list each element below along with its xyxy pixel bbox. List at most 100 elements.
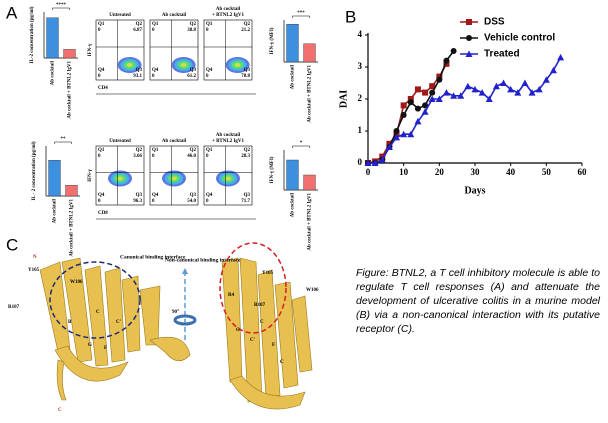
marker	[407, 99, 414, 106]
marker	[429, 89, 436, 96]
rotation-label: 90°	[172, 310, 179, 315]
significance-bracket	[52, 7, 70, 10]
category-label: Ab cocktail + BTNL2 IgV1	[70, 199, 75, 257]
marker	[414, 117, 422, 125]
y-axis-label: IFN-γ (MFI)	[270, 156, 275, 183]
quadrant-value: 46.0	[187, 154, 196, 159]
marker	[466, 19, 472, 25]
marker	[364, 159, 372, 166]
flow-density	[225, 176, 231, 181]
x-tick-label: 60	[578, 167, 588, 177]
quadrant-name: Q4	[98, 193, 105, 198]
quadrant-name: Q4	[206, 193, 213, 198]
flow-y-label: IFN-γ	[88, 169, 93, 182]
quadrant-name: Q2	[190, 22, 197, 27]
quadrant-name: Q1	[98, 22, 105, 27]
protein-right	[221, 257, 313, 410]
bar	[65, 185, 78, 197]
quadrant-name: Q4	[152, 193, 159, 198]
quadrant-name: Q1	[206, 148, 213, 153]
marker	[407, 96, 414, 102]
category-label: Ab cocktail + BTNL2 IgV1	[308, 65, 313, 123]
marker	[443, 60, 450, 67]
category-label: Ab cocktail	[53, 198, 58, 223]
x-tick-label: 20	[435, 167, 445, 177]
bar	[63, 49, 76, 59]
y-tick-label: 2	[358, 93, 363, 103]
flow-density	[171, 176, 177, 181]
flow-density	[126, 63, 133, 67]
residue-label: R4	[228, 293, 235, 298]
x-tick-label: 0	[366, 167, 371, 177]
marker	[414, 86, 421, 93]
marker	[528, 89, 536, 96]
quadrant-name: Q1	[98, 148, 105, 153]
marker	[465, 50, 473, 57]
marker	[435, 95, 443, 102]
category-label: Ab cocktail + BTNL2 IgV1	[68, 61, 73, 119]
strand-label: F	[272, 343, 275, 348]
marker	[422, 102, 429, 109]
marker	[428, 95, 436, 102]
marker	[378, 156, 386, 163]
y-tick-label: 4	[358, 29, 363, 39]
quadrant-name: Q4	[152, 68, 159, 73]
strand-label: C	[260, 320, 264, 325]
strand-label: C'	[116, 320, 122, 325]
quadrant-value: 21.2	[241, 28, 250, 33]
marker	[535, 85, 543, 93]
quadrant-name: Q1	[206, 22, 213, 27]
strand-label: G	[88, 343, 92, 348]
marker	[393, 133, 401, 141]
flow-title: Ab cocktail	[162, 13, 187, 18]
flow-y-label: IFN-γ	[88, 43, 93, 56]
series-line	[368, 57, 562, 164]
marker	[514, 89, 522, 96]
marker	[393, 128, 400, 134]
flow-title: Untreated	[109, 13, 131, 18]
marker	[549, 66, 557, 74]
bar	[286, 24, 299, 63]
strand-label: B	[68, 320, 72, 325]
category-label: Ab cocktail	[51, 60, 56, 85]
flow-title: Ab cocktail	[162, 139, 187, 144]
x-axis-label: Days	[464, 185, 485, 196]
quadrant-value: 3.66	[133, 154, 142, 159]
residue-label: W106	[306, 288, 319, 293]
interface-label: Non-canonical binding interface	[165, 257, 241, 263]
marker	[521, 79, 529, 86]
quadrant-value: 71.7	[241, 199, 250, 204]
flow-title: + BTNL2 IgV1	[212, 13, 245, 18]
significance: ****	[56, 3, 67, 8]
strand-label: C'	[250, 338, 256, 343]
quadrant-value: 61.2	[187, 74, 196, 79]
flow-title: Untreated	[109, 139, 131, 144]
quadrant-value: 0	[152, 28, 155, 33]
flow-title: Ab cocktail	[216, 7, 241, 12]
marker	[485, 95, 493, 102]
marker	[471, 85, 479, 93]
quadrant-name: Q3	[190, 68, 197, 73]
y-axis-label: IL-2 concentration (pg/ml)	[30, 6, 35, 63]
quadrant-name: Q3	[244, 68, 251, 73]
marker	[422, 89, 429, 96]
quadrant-name: Q3	[136, 193, 143, 198]
legend-label: DSS	[484, 17, 505, 28]
marker	[542, 76, 550, 83]
category-label: Ab cocktail	[291, 192, 296, 217]
binding-circle	[49, 261, 141, 339]
quadrant-value: 38.8	[187, 28, 196, 33]
legend-label: Vehicle control	[484, 33, 555, 44]
y-tick-label: 0	[358, 157, 363, 167]
flow-plot	[95, 19, 145, 81]
bar	[46, 17, 59, 59]
quadrant-value: 96.3	[133, 199, 142, 204]
quadrant-value: 0	[152, 74, 155, 79]
x-tick-label: 40	[506, 167, 516, 177]
residue-label: R107	[8, 305, 20, 310]
rotation-arrow	[173, 314, 197, 326]
marker	[400, 112, 407, 118]
quadrant-value: 93.1	[133, 74, 142, 79]
x-tick-label: 10	[399, 167, 409, 177]
